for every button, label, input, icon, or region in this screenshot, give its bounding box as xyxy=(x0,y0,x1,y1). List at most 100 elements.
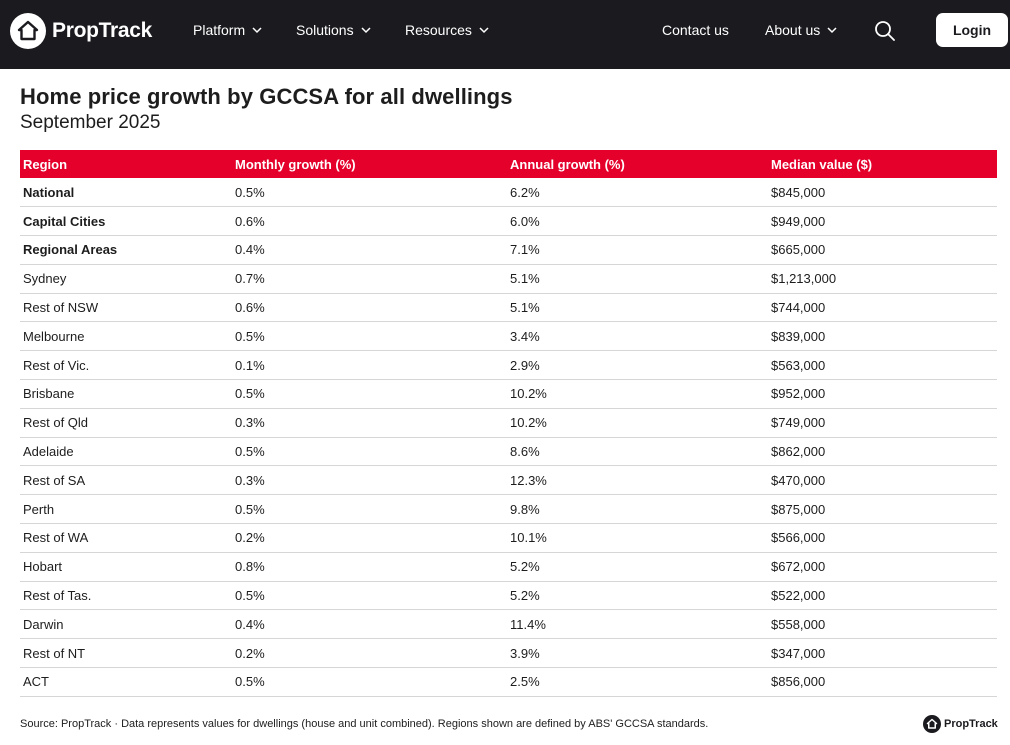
nav-item-about-us[interactable]: About us xyxy=(765,22,838,38)
cell-monthly-growth: 0.5% xyxy=(235,444,265,460)
table-row: ACT 0.5% 2.5% $856,000 xyxy=(20,668,997,697)
cell-region: Brisbane xyxy=(23,386,75,402)
cell-annual-growth: 10.1% xyxy=(510,530,547,546)
cell-annual-growth: 7.1% xyxy=(510,242,540,258)
footer-logo-text: PropTrack xyxy=(944,718,998,730)
header-monthly-growth: Monthly growth (%) xyxy=(235,156,356,172)
table-row: Perth 0.5% 9.8% $875,000 xyxy=(20,495,997,524)
page-subtitle: September 2025 xyxy=(20,112,161,133)
proptrack-logo[interactable]: PropTrack xyxy=(10,13,152,49)
table-row: Capital Cities 0.6% 6.0% $949,000 xyxy=(20,207,997,236)
cell-median-value: $563,000 xyxy=(771,357,826,373)
cell-annual-growth: 5.2% xyxy=(510,559,540,575)
growth-table: Region Monthly growth (%) Annual growth … xyxy=(20,150,997,697)
cell-annual-growth: 8.6% xyxy=(510,444,540,460)
cell-annual-growth: 6.2% xyxy=(510,184,540,200)
cell-region: Rest of Qld xyxy=(23,415,89,431)
cell-region: Regional Areas xyxy=(23,242,118,258)
cell-median-value: $347,000 xyxy=(771,645,826,661)
page-title: Home price growth by GCCSA for all dwell… xyxy=(20,84,513,109)
table-row: Rest of WA 0.2% 10.1% $566,000 xyxy=(20,524,997,553)
cell-region: Perth xyxy=(23,501,55,517)
cell-monthly-growth: 0.5% xyxy=(235,501,265,517)
cell-region: Hobart xyxy=(23,559,63,575)
house-logo-icon xyxy=(10,13,46,49)
nav-item-label: Contact us xyxy=(662,22,729,38)
table-row: Rest of Qld 0.3% 10.2% $749,000 xyxy=(20,408,997,438)
chevron-down-icon xyxy=(252,27,262,34)
chevron-down-icon xyxy=(361,27,371,34)
cell-monthly-growth: 0.5% xyxy=(235,674,265,690)
cell-monthly-growth: 0.5% xyxy=(235,588,265,604)
chevron-down-icon xyxy=(827,27,837,34)
top-nav: PropTrack Platform Solutions Resources C… xyxy=(0,0,1010,69)
table-row: Darwin 0.4% 11.4% $558,000 xyxy=(20,610,997,639)
cell-annual-growth: 6.0% xyxy=(510,213,540,229)
table-row: Rest of SA 0.3% 12.3% $470,000 xyxy=(20,466,997,495)
cell-region: Darwin xyxy=(23,616,64,632)
cell-region: Rest of SA xyxy=(23,472,86,488)
cell-monthly-growth: 0.5% xyxy=(235,386,265,402)
table-row: Hobart 0.8% 5.2% $672,000 xyxy=(20,552,997,582)
header-region: Region xyxy=(23,156,68,172)
cell-monthly-growth: 0.7% xyxy=(235,271,265,287)
house-logo-icon xyxy=(923,715,941,733)
table-row: Sydney 0.7% 5.1% $1,213,000 xyxy=(20,264,997,294)
cell-annual-growth: 9.8% xyxy=(510,501,540,517)
table-row: Rest of Tas. 0.5% 5.2% $522,000 xyxy=(20,581,997,610)
nav-item-platform[interactable]: Platform xyxy=(193,22,263,38)
table-row: Brisbane 0.5% 10.2% $952,000 xyxy=(20,380,997,409)
table-row: Rest of NSW 0.6% 5.1% $744,000 xyxy=(20,293,997,322)
login-button[interactable]: Login xyxy=(936,13,1008,47)
cell-region: Rest of Vic. xyxy=(23,357,90,373)
cell-region: Rest of NT xyxy=(23,645,86,661)
cell-median-value: $875,000 xyxy=(771,501,826,517)
cell-monthly-growth: 0.8% xyxy=(235,559,265,575)
source-note: Source: PropTrack · Data represents valu… xyxy=(20,718,709,730)
nav-item-label: Platform xyxy=(193,22,246,38)
cell-annual-growth: 5.1% xyxy=(510,300,540,316)
cell-monthly-growth: 0.4% xyxy=(235,242,265,258)
table-row: Adelaide 0.5% 8.6% $862,000 xyxy=(20,437,997,466)
cell-region: National xyxy=(23,184,75,200)
cell-monthly-growth: 0.1% xyxy=(235,357,265,373)
footer-logo: PropTrack xyxy=(923,715,998,733)
cell-median-value: $1,213,000 xyxy=(771,271,837,287)
logo-text: PropTrack xyxy=(52,19,153,42)
table-row: National 0.5% 6.2% $845,000 xyxy=(20,178,997,207)
cell-annual-growth: 10.2% xyxy=(510,386,547,402)
nav-item-label: About us xyxy=(765,22,821,38)
nav-item-resources[interactable]: Resources xyxy=(405,22,490,38)
cell-annual-growth: 2.5% xyxy=(510,674,540,690)
cell-region: ACT xyxy=(23,674,49,690)
cell-region: Rest of Tas. xyxy=(23,588,92,604)
cell-annual-growth: 5.2% xyxy=(510,588,540,604)
header-median-value: Median value ($) xyxy=(771,156,873,172)
cell-monthly-growth: 0.2% xyxy=(235,645,265,661)
cell-region: Rest of WA xyxy=(23,530,89,546)
cell-median-value: $952,000 xyxy=(771,386,826,402)
cell-median-value: $522,000 xyxy=(771,588,826,604)
cell-annual-growth: 11.4% xyxy=(510,616,546,632)
cell-median-value: $856,000 xyxy=(771,674,826,690)
cell-median-value: $749,000 xyxy=(771,415,826,431)
cell-median-value: $862,000 xyxy=(771,444,826,460)
cell-monthly-growth: 0.3% xyxy=(235,472,265,488)
cell-median-value: $665,000 xyxy=(771,242,826,258)
table-row: Rest of NT 0.2% 3.9% $347,000 xyxy=(20,639,997,668)
cell-region: Capital Cities xyxy=(23,213,106,229)
nav-item-solutions[interactable]: Solutions xyxy=(296,22,372,38)
cell-annual-growth: 3.4% xyxy=(510,328,540,344)
cell-annual-growth: 12.3% xyxy=(510,472,547,488)
search-icon[interactable] xyxy=(873,19,897,43)
cell-monthly-growth: 0.5% xyxy=(235,328,265,344)
cell-monthly-growth: 0.6% xyxy=(235,300,265,316)
nav-item-contact-us[interactable]: Contact us xyxy=(662,22,729,38)
header-annual-growth: Annual growth (%) xyxy=(510,156,625,172)
table-row: Melbourne 0.5% 3.4% $839,000 xyxy=(20,322,997,351)
cell-region: Melbourne xyxy=(23,328,85,344)
cell-monthly-growth: 0.6% xyxy=(235,213,265,229)
cell-region: Adelaide xyxy=(23,444,74,460)
cell-median-value: $744,000 xyxy=(771,300,826,316)
cell-median-value: $839,000 xyxy=(771,328,826,344)
